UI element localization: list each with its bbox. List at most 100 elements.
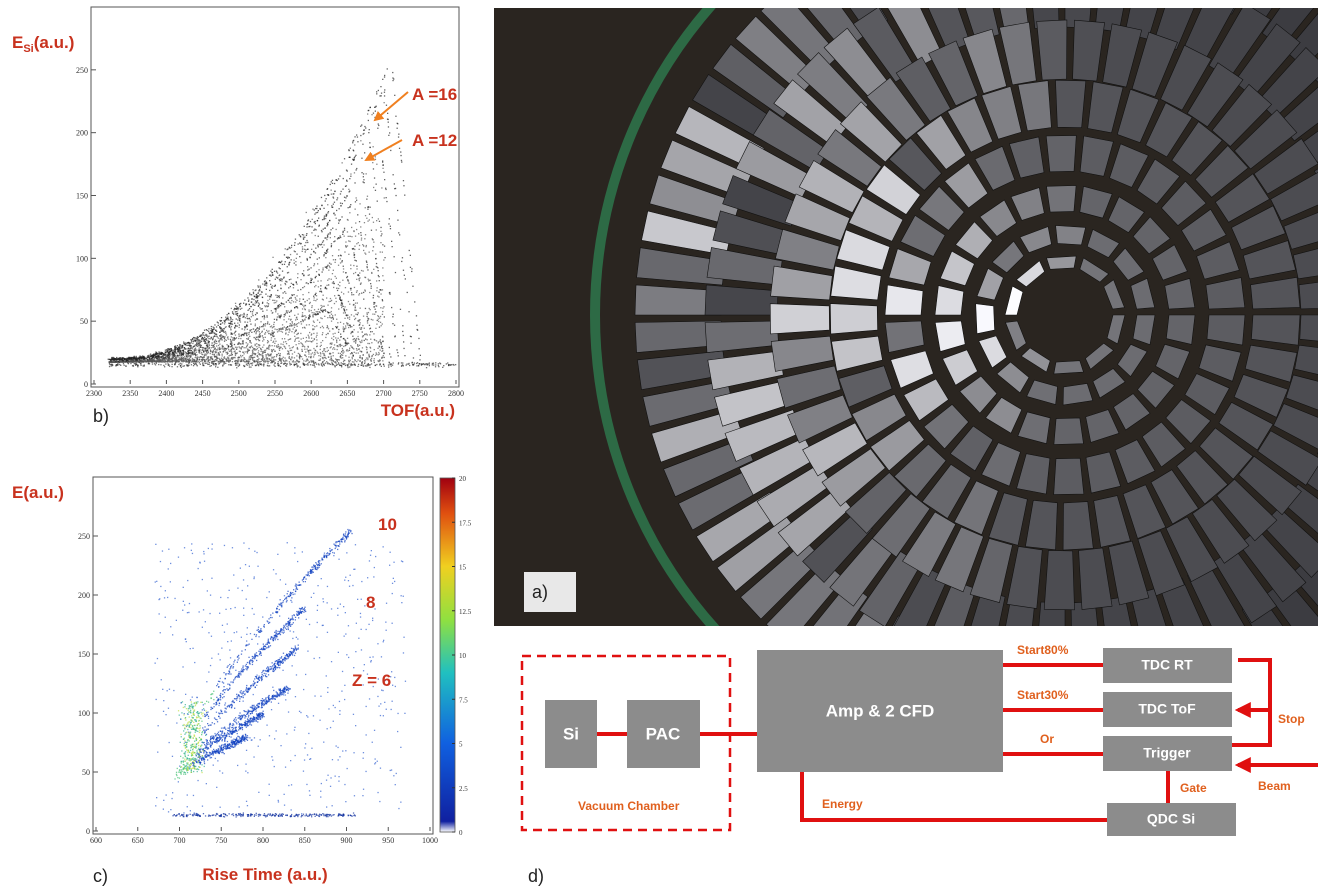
density-dot (153, 354, 155, 356)
density-dot (169, 354, 171, 356)
density-dot (313, 361, 315, 363)
density-dot (139, 356, 141, 358)
density-dot (367, 119, 369, 122)
density-dot (394, 335, 396, 337)
density-dot (270, 334, 273, 336)
density-dot (281, 260, 283, 262)
density-dot (195, 349, 198, 351)
density-dot (350, 314, 353, 316)
density-dot (186, 355, 188, 357)
box (545, 700, 597, 768)
density-dot (248, 360, 251, 362)
density-dot (277, 364, 279, 367)
density-dot (112, 356, 114, 359)
density-dot (311, 312, 313, 314)
density-dot (244, 361, 246, 363)
density-dot (223, 331, 225, 333)
density-dot (315, 275, 317, 278)
density-dot (339, 296, 341, 298)
density-dot (185, 344, 187, 346)
density-dot (177, 350, 179, 352)
density-dot (238, 346, 240, 348)
density-dot (221, 360, 223, 362)
density-dot (390, 363, 392, 365)
density-dot (257, 361, 260, 363)
density-dot (288, 355, 290, 358)
density-dot (253, 361, 255, 363)
density-dot (217, 337, 219, 339)
density-dot (370, 359, 372, 361)
density-dot (263, 365, 265, 367)
density-dot (337, 283, 339, 286)
density-dot (394, 188, 396, 190)
density-dot (291, 321, 293, 323)
density-dot (148, 355, 150, 358)
density-dot (328, 278, 330, 280)
plate (959, 375, 998, 414)
density-dot (368, 219, 370, 221)
density-dot (285, 365, 288, 367)
density-dot (268, 365, 271, 367)
plate (915, 114, 967, 170)
density-dot (379, 340, 381, 342)
density-dot (238, 363, 241, 365)
density-dot (382, 244, 384, 246)
density-dot (223, 336, 225, 338)
density-dot (323, 305, 325, 307)
density-dot (211, 342, 213, 344)
density-dot (262, 310, 264, 312)
density-dot (192, 354, 194, 356)
density-dot (306, 239, 308, 242)
density-dot (347, 291, 350, 293)
density-dot (331, 343, 333, 345)
density-dot (330, 189, 332, 191)
density-dot (122, 363, 125, 365)
density-dot (313, 297, 315, 299)
density-dot (379, 289, 381, 291)
density-dot (322, 352, 324, 355)
density-dot (168, 348, 170, 350)
density-dot (388, 362, 391, 364)
density-dot (110, 360, 112, 362)
density-dot (331, 362, 333, 364)
density-dot (212, 329, 214, 331)
density-dot (218, 360, 220, 363)
density-dot (325, 214, 327, 217)
density-dot (137, 358, 139, 360)
density-dot (188, 349, 190, 351)
density-dot (338, 208, 340, 210)
density-dot (377, 123, 379, 125)
density-dot (282, 297, 284, 299)
density-dot (284, 291, 286, 293)
density-dot (326, 194, 329, 196)
density-dot (357, 352, 359, 354)
density-dot (317, 263, 319, 265)
density-dot (348, 361, 350, 363)
density-dot (372, 168, 375, 170)
density-dot (356, 360, 358, 363)
density-dot (229, 319, 231, 321)
density-dot (277, 361, 279, 363)
density-dot (214, 340, 216, 342)
density-dot (439, 363, 442, 365)
density-dot (257, 302, 260, 304)
density-dot (325, 198, 327, 200)
density-dot (211, 357, 213, 360)
density-dot (313, 312, 315, 314)
density-dot (231, 354, 233, 356)
density-dot (316, 563, 318, 565)
density-dot (346, 337, 349, 339)
density-dot (356, 265, 358, 267)
density-dot (260, 360, 263, 362)
density-dot (190, 342, 192, 344)
density-dot (124, 358, 126, 360)
density-dot (379, 349, 381, 351)
density-dot (120, 364, 122, 366)
density-dot (308, 316, 310, 319)
density-dot (332, 193, 334, 195)
plate (1079, 257, 1110, 283)
density-dot (342, 363, 344, 365)
density-dot (193, 345, 195, 347)
density-dot (324, 252, 326, 254)
density-dot (280, 302, 283, 304)
